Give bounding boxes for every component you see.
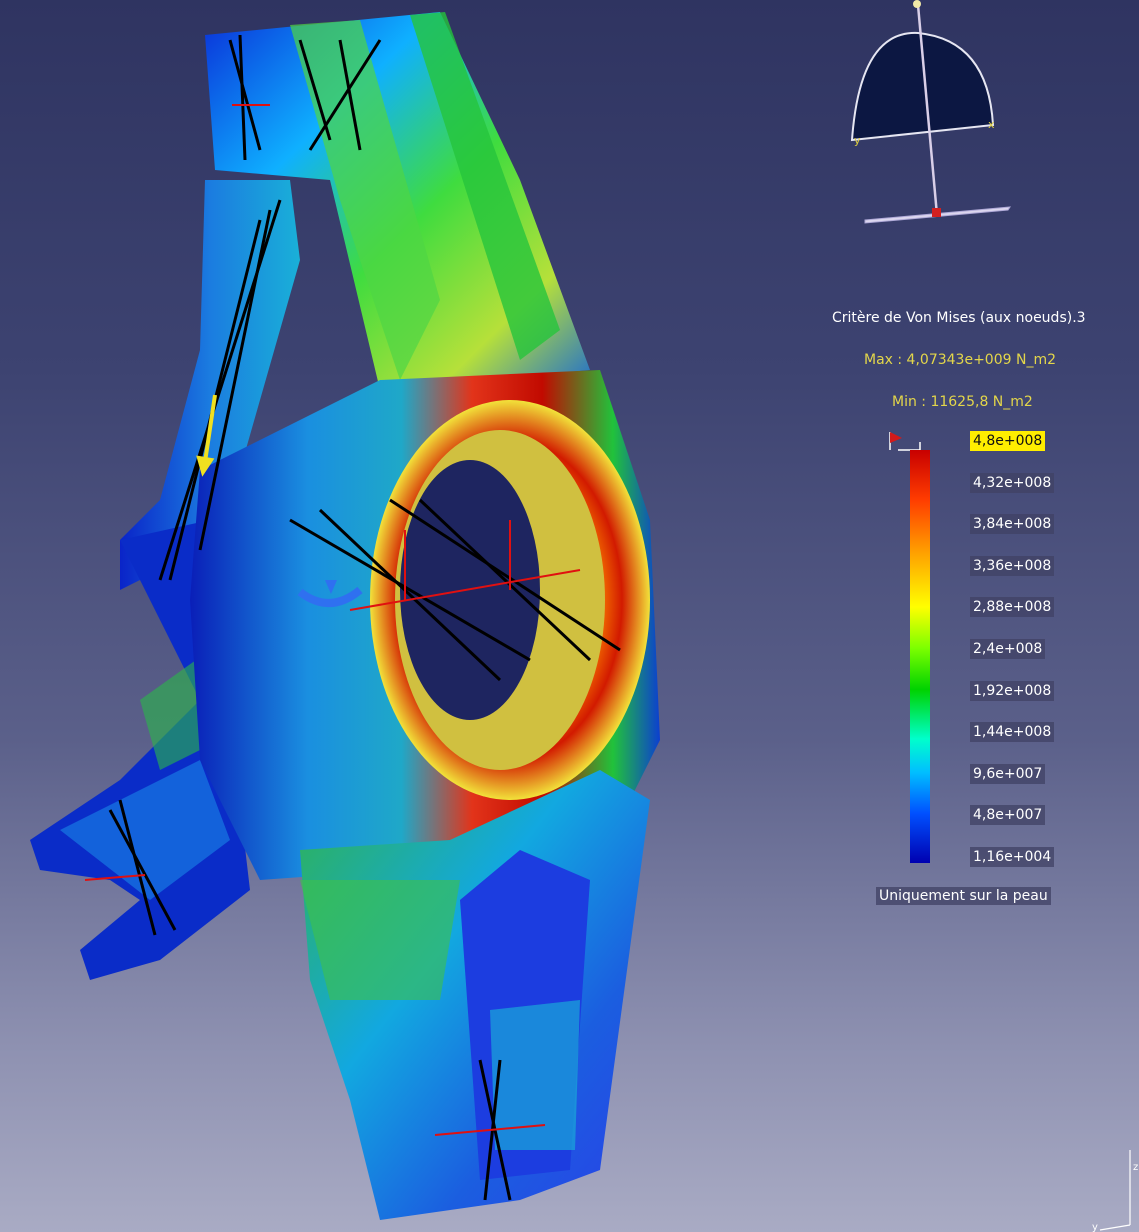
color-scale-bar xyxy=(910,450,930,863)
stress-legend[interactable]: Critère de Von Mises (aux noeuds).3 Max … xyxy=(820,300,1139,920)
force-arrow-icon xyxy=(196,394,217,477)
legend-tick[interactable]: 9,6e+007 xyxy=(970,763,1046,784)
flag-icon xyxy=(889,432,921,451)
legend-max: Max : 4,07343e+009 N_m2 xyxy=(864,352,1056,368)
boundary-condition-symbols xyxy=(108,34,621,1201)
support-icon xyxy=(297,586,363,607)
legend-tick[interactable]: 2,4e+008 xyxy=(970,638,1046,659)
legend-tick[interactable]: 1,44e+008 xyxy=(970,722,1055,743)
compass-widget[interactable]: x y xyxy=(820,0,1020,230)
legend-ticks: 4,8e+008 4,32e+008 3,84e+008 3,36e+008 2,88e… xyxy=(970,431,1055,889)
load-symbols xyxy=(84,104,581,1136)
legend-tick[interactable]: 3,36e+008 xyxy=(970,555,1055,576)
legend-tick[interactable]: 1,92e+008 xyxy=(970,680,1055,701)
compass-axis-y: y xyxy=(854,134,861,147)
legend-tick[interactable]: 4,8e+007 xyxy=(970,805,1046,826)
legend-tick[interactable]: 3,84e+008 xyxy=(970,514,1055,535)
compass-axis-x: x xyxy=(988,118,995,131)
axis-triad: z y xyxy=(1092,1150,1138,1232)
legend-tick[interactable]: 1,16e+004 xyxy=(970,846,1055,867)
legend-title: Critère de Von Mises (aux noeuds).3 xyxy=(832,310,1086,326)
legend-tick[interactable]: 2,88e+008 xyxy=(970,597,1055,618)
legend-tick[interactable]: 4,32e+008 xyxy=(970,472,1055,493)
skin-only-label: Uniquement sur la peau xyxy=(876,887,1051,905)
axis-z-label: z xyxy=(1133,1162,1138,1173)
legend-min: Min : 11625,8 N_m2 xyxy=(892,394,1033,410)
legend-tick[interactable]: 4,8e+008 xyxy=(970,431,1046,451)
axis-y-label: y xyxy=(1092,1222,1098,1232)
